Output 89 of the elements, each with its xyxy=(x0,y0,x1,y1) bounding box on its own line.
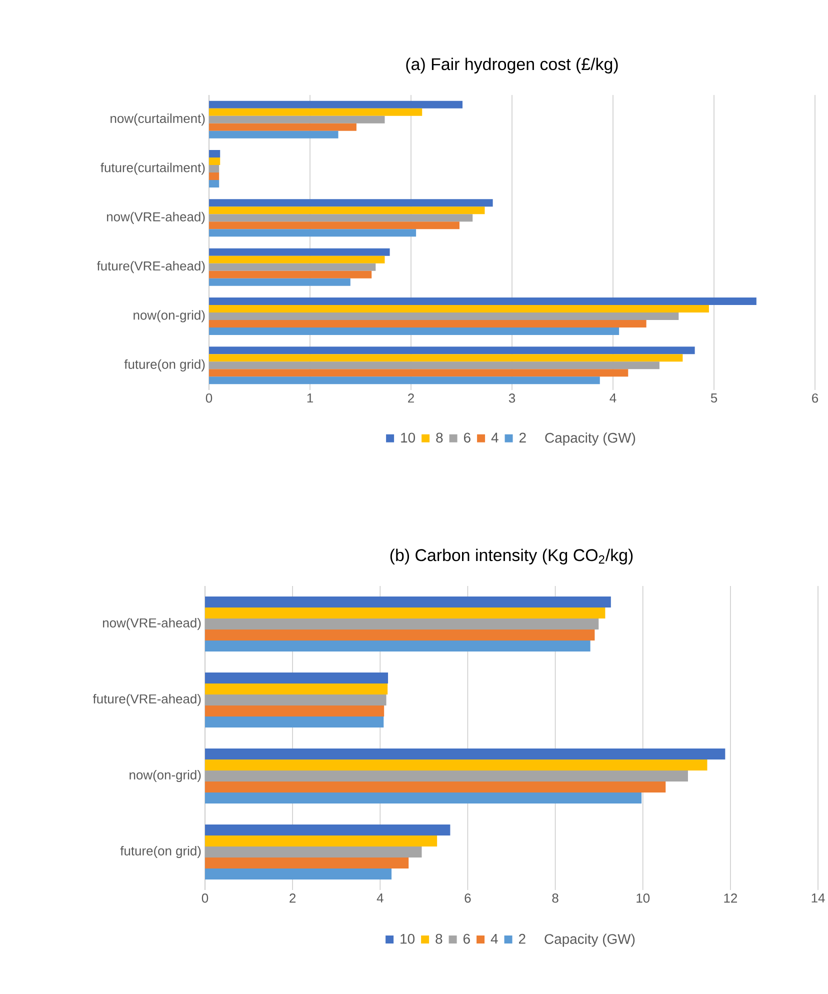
legend-label: 10 xyxy=(400,934,415,944)
bar xyxy=(205,760,708,770)
x-tick-label: 8 xyxy=(552,894,558,903)
bar xyxy=(209,376,600,384)
y-tick-label: future(VRE-ahead) xyxy=(92,694,201,706)
legend-label: 10 xyxy=(401,432,416,443)
x-tick-label: 0 xyxy=(202,894,208,903)
x-tick-label: 0 xyxy=(206,394,212,403)
bar xyxy=(205,824,450,836)
legend-label: 8 xyxy=(436,432,443,443)
bar xyxy=(209,206,485,214)
x-tick-label: 6 xyxy=(812,394,818,403)
bar xyxy=(209,130,338,138)
bar xyxy=(205,706,384,716)
bar xyxy=(205,868,392,880)
x-tick-label: 6 xyxy=(464,894,471,903)
bar xyxy=(205,846,422,858)
y-tick-label: future(VRE-ahead) xyxy=(96,261,205,274)
x-tick-label: 3 xyxy=(508,394,516,403)
bar xyxy=(209,108,422,116)
chart-title: (b) Carbon intensity (Kg CO$_{2}$/kg) xyxy=(390,548,633,565)
bar xyxy=(209,278,350,286)
bar xyxy=(205,836,438,847)
x-tick-label: 1 xyxy=(307,394,313,402)
bar xyxy=(209,116,385,124)
bar xyxy=(209,369,628,377)
bar xyxy=(205,858,409,869)
x-tick-label: 2 xyxy=(408,394,414,403)
bar xyxy=(205,630,595,640)
bar xyxy=(205,672,388,684)
bar xyxy=(209,180,220,188)
bar xyxy=(209,327,620,335)
legend-label: 4 xyxy=(491,432,498,442)
bar xyxy=(209,123,356,131)
bar xyxy=(209,150,220,158)
bar xyxy=(205,770,688,782)
bar xyxy=(209,256,385,264)
legend-label: 6 xyxy=(463,934,470,944)
y-tick-label: now(on-grid) xyxy=(130,770,201,782)
bar xyxy=(205,748,726,760)
legend-label: 2 xyxy=(518,934,526,944)
x-tick-label: 4 xyxy=(376,894,384,902)
y-tick-label: now(VRE-ahead) xyxy=(102,618,201,630)
bar xyxy=(209,320,646,328)
y-tick-label: now(VRE-ahead) xyxy=(106,212,205,224)
bar xyxy=(209,248,390,256)
legend-label: 8 xyxy=(436,934,442,944)
bar xyxy=(209,312,679,320)
y-tick-label: now(curtailment) xyxy=(110,114,205,126)
bar xyxy=(209,222,460,230)
y-tick-label: future(on grid) xyxy=(120,846,201,858)
bar xyxy=(205,684,388,694)
bar xyxy=(205,596,611,608)
chart-title: (a) Fair hydrogen cost (£/kg) xyxy=(406,58,618,74)
bar xyxy=(209,165,220,172)
legend-title: Capacity (GW) xyxy=(545,432,636,446)
y-tick-label: future(on grid) xyxy=(124,359,205,372)
bar xyxy=(209,362,660,370)
bar xyxy=(209,199,493,207)
bar xyxy=(205,716,384,728)
y-tick-label: future(curtailment) xyxy=(100,162,205,175)
bar xyxy=(205,782,666,793)
bar xyxy=(209,172,220,180)
bar xyxy=(205,608,606,618)
legend-label: 6 xyxy=(464,432,470,443)
bar xyxy=(205,792,642,804)
x-tick-label: 14 xyxy=(812,894,825,902)
bar xyxy=(205,640,590,652)
x-tick-label: 12 xyxy=(724,894,737,903)
x-tick-label: 10 xyxy=(636,894,650,903)
bar xyxy=(209,263,376,271)
bar xyxy=(209,297,756,305)
bar xyxy=(205,618,599,630)
legend-label: 2 xyxy=(519,432,526,442)
bar xyxy=(209,270,372,278)
legend-title: Capacity (GW) xyxy=(544,934,635,947)
x-tick-label: 2 xyxy=(290,894,296,903)
y-tick-label: now(on-grid) xyxy=(134,310,205,322)
bar xyxy=(209,158,220,165)
x-tick-label: 5 xyxy=(710,394,718,403)
bar xyxy=(209,229,416,237)
bar xyxy=(205,694,386,706)
legend-label: 4 xyxy=(490,934,498,944)
bar xyxy=(209,354,683,362)
bar xyxy=(209,346,695,354)
bar xyxy=(209,100,463,108)
x-tick-label: 4 xyxy=(610,394,616,402)
bar xyxy=(209,214,473,222)
bar xyxy=(209,304,709,312)
